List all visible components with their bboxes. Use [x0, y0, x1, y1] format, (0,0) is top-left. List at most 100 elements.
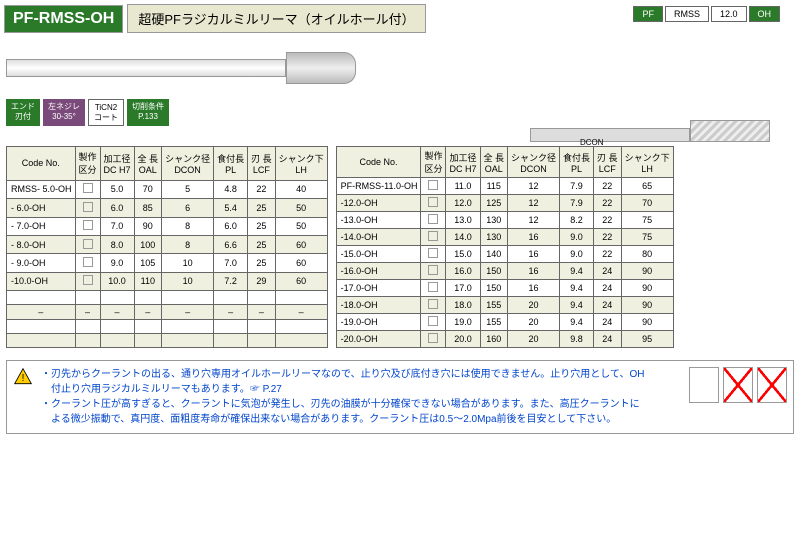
cell: 24: [594, 280, 622, 297]
cell: 29: [248, 272, 276, 290]
table-row: RMSS- 5.0-OH5.07054.82240: [7, 180, 328, 198]
checkbox-icon: [428, 282, 438, 292]
table-row: -20.0-OH20.0160209.82495: [336, 331, 673, 348]
cell: 70: [134, 180, 162, 198]
cell: [134, 320, 162, 334]
cell: 22: [594, 246, 622, 263]
cell: - 6.0-OH: [7, 199, 76, 217]
cell: 6.6: [214, 235, 248, 253]
cell: 95: [621, 331, 673, 348]
cell: 75: [621, 212, 673, 229]
cell: [248, 320, 276, 334]
cell: 9.4: [560, 297, 594, 314]
col-header: 食付長PL: [214, 147, 248, 181]
cell: 115: [480, 178, 508, 195]
cell: 24: [594, 297, 622, 314]
cell: 8: [162, 217, 214, 235]
cell: -15.0-OH: [336, 246, 421, 263]
cell: 12: [508, 178, 560, 195]
cell: 20: [508, 297, 560, 314]
cell: 8.0: [100, 235, 134, 253]
cell: [248, 334, 276, 348]
spec-tag: 左ネジレ30-35°: [43, 99, 85, 126]
cell: [162, 320, 214, 334]
cell: –: [75, 305, 100, 320]
table-row: - 7.0-OH7.09086.02550: [7, 217, 328, 235]
col-header: 加工径DC H7: [100, 147, 134, 181]
cell: 110: [134, 272, 162, 290]
spec-table-1: Code No.製作区分加工径DC H7全 長OALシャンク径DCON食付長PL…: [6, 146, 328, 348]
cell: 155: [480, 297, 508, 314]
cell: -10.0-OH: [7, 272, 76, 290]
caution-diagrams: [689, 367, 787, 403]
cell: [214, 291, 248, 305]
checkbox-icon: [428, 333, 438, 343]
cell: [275, 320, 327, 334]
checkbox-icon: [428, 197, 438, 207]
cell: - 9.0-OH: [7, 254, 76, 272]
cell: 150: [480, 280, 508, 297]
cell: RMSS- 5.0-OH: [7, 180, 76, 198]
table-row: PF-RMSS-11.0-OH11.0115127.92265: [336, 178, 673, 195]
table-row: ––––––––: [7, 305, 328, 320]
cell: [275, 334, 327, 348]
checkbox-icon: [428, 180, 438, 190]
cell: 20: [508, 331, 560, 348]
svg-text:!: !: [22, 373, 25, 384]
spec-pill: PF: [633, 6, 663, 22]
cell: 125: [480, 195, 508, 212]
cell: [100, 334, 134, 348]
cell: 15.0: [446, 246, 480, 263]
col-header: 加工径DC H7: [446, 147, 480, 178]
checkbox-icon: [83, 257, 93, 267]
cell: 6: [162, 199, 214, 217]
cell: 5.4: [214, 199, 248, 217]
cell: 22: [594, 229, 622, 246]
col-header: Code No.: [7, 147, 76, 181]
checkbox-icon: [428, 231, 438, 241]
table-row: - 6.0-OH6.08565.42550: [7, 199, 328, 217]
cell: 22: [594, 178, 622, 195]
cell: 4.8: [214, 180, 248, 198]
cell: 90: [621, 297, 673, 314]
cell: 20.0: [446, 331, 480, 348]
cell: - 8.0-OH: [7, 235, 76, 253]
cell: 25: [248, 235, 276, 253]
cell: -20.0-OH: [336, 331, 421, 348]
cell: 9.0: [100, 254, 134, 272]
cell: -12.0-OH: [336, 195, 421, 212]
cell: 6.0: [214, 217, 248, 235]
col-header: 製作区分: [421, 147, 446, 178]
cell: 10.0: [100, 272, 134, 290]
col-header: シャンク下LH: [275, 147, 327, 181]
cell: 9.0: [560, 246, 594, 263]
table-row: -16.0-OH16.0150169.42490: [336, 263, 673, 280]
col-header: シャンク径DCON: [162, 147, 214, 181]
cell: 155: [480, 314, 508, 331]
cell: –: [248, 305, 276, 320]
table-row: [7, 291, 328, 305]
cell: - 7.0-OH: [7, 217, 76, 235]
cell: [248, 291, 276, 305]
top-spec-boxes: PFRMSS12.0OH: [633, 6, 780, 22]
product-code: PF-RMSS-OH: [4, 5, 123, 33]
cell: 9.0: [560, 229, 594, 246]
cell: -18.0-OH: [336, 297, 421, 314]
cell: 24: [594, 263, 622, 280]
cell: 20: [508, 314, 560, 331]
cell: 25: [248, 217, 276, 235]
cell: –: [275, 305, 327, 320]
spec-tag: 切削条件P.133: [127, 99, 169, 126]
cell: 80: [621, 246, 673, 263]
cell: 8: [162, 235, 214, 253]
cell: 9.4: [560, 314, 594, 331]
spec-table-2: Code No.製作区分加工径DC H7全 長OALシャンク径DCON食付長PL…: [336, 146, 674, 348]
cell: 22: [594, 195, 622, 212]
cell: 18.0: [446, 297, 480, 314]
cell: 6.0: [100, 199, 134, 217]
caution-notes: ! ・刃先からクーラントの出る、通り穴専用オイルホールリーマなので、止り穴及び底…: [6, 360, 794, 434]
cell: 12: [508, 212, 560, 229]
table-row: - 9.0-OH9.0105107.02560: [7, 254, 328, 272]
cell: 90: [621, 314, 673, 331]
product-title: 超硬PFラジカルミルリーマ（オイルホール付）: [127, 4, 425, 33]
